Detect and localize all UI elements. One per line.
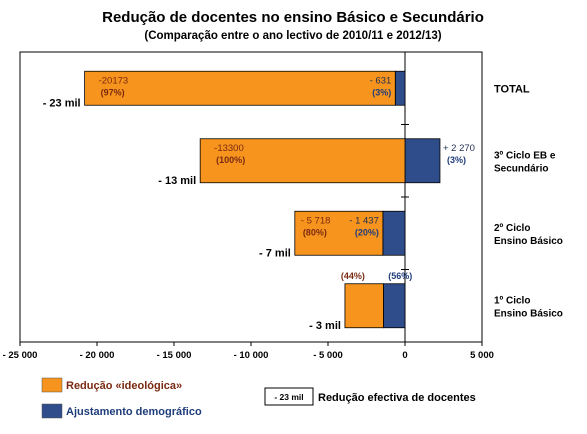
pct-label-reducao: (44%) xyxy=(341,271,365,281)
bar-reducao xyxy=(199,138,406,184)
legend-net-sample: - 23 mil xyxy=(274,392,303,402)
bar-ajustamento xyxy=(394,70,406,106)
bar-reducao xyxy=(84,70,396,106)
category-label: Secundário xyxy=(494,163,548,174)
pct-label-reducao: (97%) xyxy=(101,87,125,97)
chart-subtitle: (Comparação entre o ano lectivo de 2010/… xyxy=(144,30,441,42)
legend: Redução «ideológica» Ajustamento demográf… xyxy=(41,377,476,419)
pct-label-ajustamento: (3%) xyxy=(447,155,466,165)
net-label: - 23 mil xyxy=(43,97,81,109)
x-tick-label: - 15 000 xyxy=(157,350,192,361)
pct-label-ajustamento: (20%) xyxy=(355,227,379,237)
category-label: 1º Ciclo xyxy=(494,295,530,306)
legend-swatch-ajustamento xyxy=(41,403,63,419)
bar-ajustamento xyxy=(382,210,406,256)
category-label: Ensino Básico xyxy=(494,308,563,319)
legend-swatch-reducao xyxy=(41,377,63,393)
x-tick-label: 0 xyxy=(402,350,407,361)
value-label-ajustamento: + 2 270 xyxy=(443,143,475,154)
legend-label: Ajustamento demográfico xyxy=(66,406,202,418)
pct-label-ajustamento: (3%) xyxy=(372,87,391,97)
net-label: - 13 mil xyxy=(158,175,196,187)
x-tick-label: - 10 000 xyxy=(234,350,269,361)
legend-net-sample-box xyxy=(264,387,314,406)
net-label-box xyxy=(143,172,200,187)
net-label-box xyxy=(294,317,344,332)
net-label-box xyxy=(244,245,294,260)
chart-title: Redução de docentes no ensino Básico e S… xyxy=(102,9,484,26)
value-label-ajustamento: - 1 437 xyxy=(349,215,379,226)
x-tick-label: - 5 000 xyxy=(313,350,343,361)
value-label-reducao: - 5 718 xyxy=(301,215,331,226)
bar-reducao xyxy=(344,283,384,329)
bar-reducao xyxy=(294,210,384,256)
x-tick-label: - 25 000 xyxy=(3,350,38,361)
x-tick-label: - 20 000 xyxy=(80,350,115,361)
pct-label-ajustamento: (56%) xyxy=(388,271,412,281)
category-label: 2º Ciclo xyxy=(494,223,530,234)
category-label: TOTAL xyxy=(494,83,530,95)
plot-area: - 25 000 - 20 000 - 15 000 - 10 000 - 5 000 0… xyxy=(3,51,563,361)
value-label-reducao: -13300 xyxy=(214,143,244,154)
category-label: 3º Ciclo EB e xyxy=(494,150,556,161)
pct-label-reducao: (80%) xyxy=(303,227,327,237)
net-label-box xyxy=(28,95,84,110)
legend-label: Redução «ideológica» xyxy=(66,380,182,392)
x-tick-label: 5 000 xyxy=(470,350,494,361)
bar-ajustamento xyxy=(404,138,441,184)
category-label: Ensino Básico xyxy=(494,236,563,247)
value-label-reducao: -20173 xyxy=(99,75,129,86)
pct-label-reducao: (100%) xyxy=(216,155,245,165)
net-label: - 3 mil xyxy=(309,320,341,332)
value-label-ajustamento: - 631 xyxy=(370,75,392,86)
legend-net-label: Redução efectiva de docentes xyxy=(318,392,476,404)
bar-ajustamento xyxy=(383,283,406,329)
net-label: - 7 mil xyxy=(259,247,291,259)
